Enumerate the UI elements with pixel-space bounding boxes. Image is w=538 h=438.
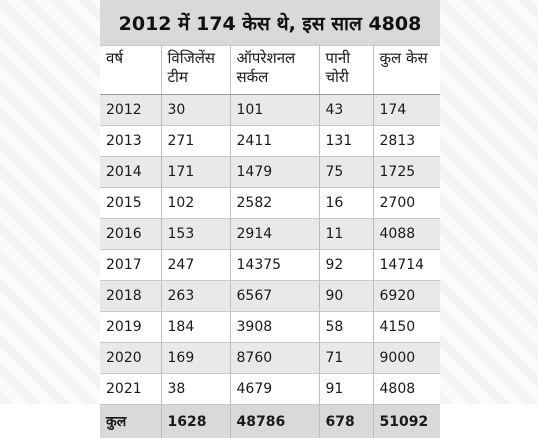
cases-table: वर्ष विजिलेंस टीम ऑपरेशनल सर्कल पानी चोर… bbox=[100, 46, 440, 438]
table-cell: 171 bbox=[161, 157, 230, 188]
total-label: कुल bbox=[100, 405, 161, 438]
table-cell: 4679 bbox=[230, 374, 319, 405]
header-operational-circle: ऑपरेशनल सर्कल bbox=[230, 46, 319, 95]
table-cell: 174 bbox=[373, 95, 440, 126]
table-cell: 75 bbox=[319, 157, 373, 188]
table-cell: 58 bbox=[319, 312, 373, 343]
year-cell: 2021 bbox=[100, 374, 161, 405]
table-cell: 6567 bbox=[230, 281, 319, 312]
total-cell: 51092 bbox=[373, 405, 440, 438]
table-cell: 38 bbox=[161, 374, 230, 405]
table-cell: 71 bbox=[319, 343, 373, 374]
year-cell: 2015 bbox=[100, 188, 161, 219]
table-cell: 14375 bbox=[230, 250, 319, 281]
year-cell: 2020 bbox=[100, 343, 161, 374]
table-cell: 11 bbox=[319, 219, 373, 250]
table-cell: 30 bbox=[161, 95, 230, 126]
total-row: कुल 1628 48786 678 51092 bbox=[100, 405, 440, 438]
table-cell: 9000 bbox=[373, 343, 440, 374]
table-cell: 1725 bbox=[373, 157, 440, 188]
table-cell: 102 bbox=[161, 188, 230, 219]
table-cell: 91 bbox=[319, 374, 373, 405]
table-cell: 271 bbox=[161, 126, 230, 157]
year-cell: 2017 bbox=[100, 250, 161, 281]
table-cell: 263 bbox=[161, 281, 230, 312]
header-row: वर्ष विजिलेंस टीम ऑपरेशनल सर्कल पानी चोर… bbox=[100, 46, 440, 95]
table-cell: 169 bbox=[161, 343, 230, 374]
background-left bbox=[0, 0, 100, 404]
year-cell: 2012 bbox=[100, 95, 161, 126]
background-right bbox=[440, 0, 538, 404]
table-cell: 131 bbox=[319, 126, 373, 157]
total-cell: 678 bbox=[319, 405, 373, 438]
header-vigilance-team: विजिलेंस टीम bbox=[161, 46, 230, 95]
table-cell: 4088 bbox=[373, 219, 440, 250]
header-water-theft: पानी चोरी bbox=[319, 46, 373, 95]
table-cell: 2700 bbox=[373, 188, 440, 219]
table-cell: 4808 bbox=[373, 374, 440, 405]
header-total-cases: कुल केस bbox=[373, 46, 440, 95]
table-cell: 16 bbox=[319, 188, 373, 219]
table-cell: 2914 bbox=[230, 219, 319, 250]
year-cell: 2013 bbox=[100, 126, 161, 157]
table-cell: 6920 bbox=[373, 281, 440, 312]
year-cell: 2014 bbox=[100, 157, 161, 188]
table-cell: 92 bbox=[319, 250, 373, 281]
table-cell: 2411 bbox=[230, 126, 319, 157]
infographic-card: 2012 में 174 केस थे, इस साल 4808 वर्ष वि… bbox=[100, 0, 440, 404]
table-cell: 2813 bbox=[373, 126, 440, 157]
total-cell: 48786 bbox=[230, 405, 319, 438]
infographic-title: 2012 में 174 केस थे, इस साल 4808 bbox=[100, 0, 440, 46]
total-cell: 1628 bbox=[161, 405, 230, 438]
table-cell: 2582 bbox=[230, 188, 319, 219]
year-cell: 2016 bbox=[100, 219, 161, 250]
table-cell: 14714 bbox=[373, 250, 440, 281]
table-cell: 247 bbox=[161, 250, 230, 281]
header-year: वर्ष bbox=[100, 46, 161, 95]
table-cell: 90 bbox=[319, 281, 373, 312]
table-cell: 4150 bbox=[373, 312, 440, 343]
year-cell: 2019 bbox=[100, 312, 161, 343]
table-cell: 101 bbox=[230, 95, 319, 126]
year-cell: 2018 bbox=[100, 281, 161, 312]
table-cell: 43 bbox=[319, 95, 373, 126]
table-cell: 184 bbox=[161, 312, 230, 343]
table-cell: 153 bbox=[161, 219, 230, 250]
table-cell: 1479 bbox=[230, 157, 319, 188]
table-cell: 8760 bbox=[230, 343, 319, 374]
table-cell: 3908 bbox=[230, 312, 319, 343]
